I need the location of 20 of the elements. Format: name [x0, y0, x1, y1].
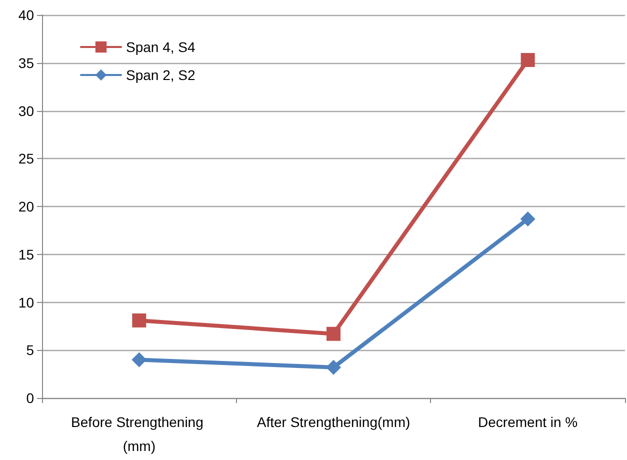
point: [132, 313, 146, 328]
y-tick-label: 5: [26, 342, 34, 358]
point: [326, 360, 341, 375]
x-tick-label: After Strengthening(mm): [256, 414, 410, 430]
x-tick-label: Before Strengthening (mm): [71, 414, 208, 454]
y-tick-label: 30: [18, 102, 34, 119]
point: [132, 352, 147, 368]
y-tick-label: 20: [18, 198, 34, 214]
y-tick-label: 35: [18, 54, 34, 71]
point: [520, 53, 535, 67]
point: [520, 211, 536, 226]
legend-label: Span 4, S4: [126, 39, 196, 55]
y-tick-label: 25: [18, 150, 34, 167]
legend-label: Span 2, S2: [126, 67, 196, 83]
y-tick-label: 40: [18, 7, 34, 23]
y-tick-label: 0: [26, 390, 34, 406]
point: [326, 326, 340, 341]
x-tick-label: Decrement in %: [478, 414, 578, 430]
y-tick-label: 10: [18, 294, 34, 310]
y-tick-label: 15: [18, 246, 34, 262]
